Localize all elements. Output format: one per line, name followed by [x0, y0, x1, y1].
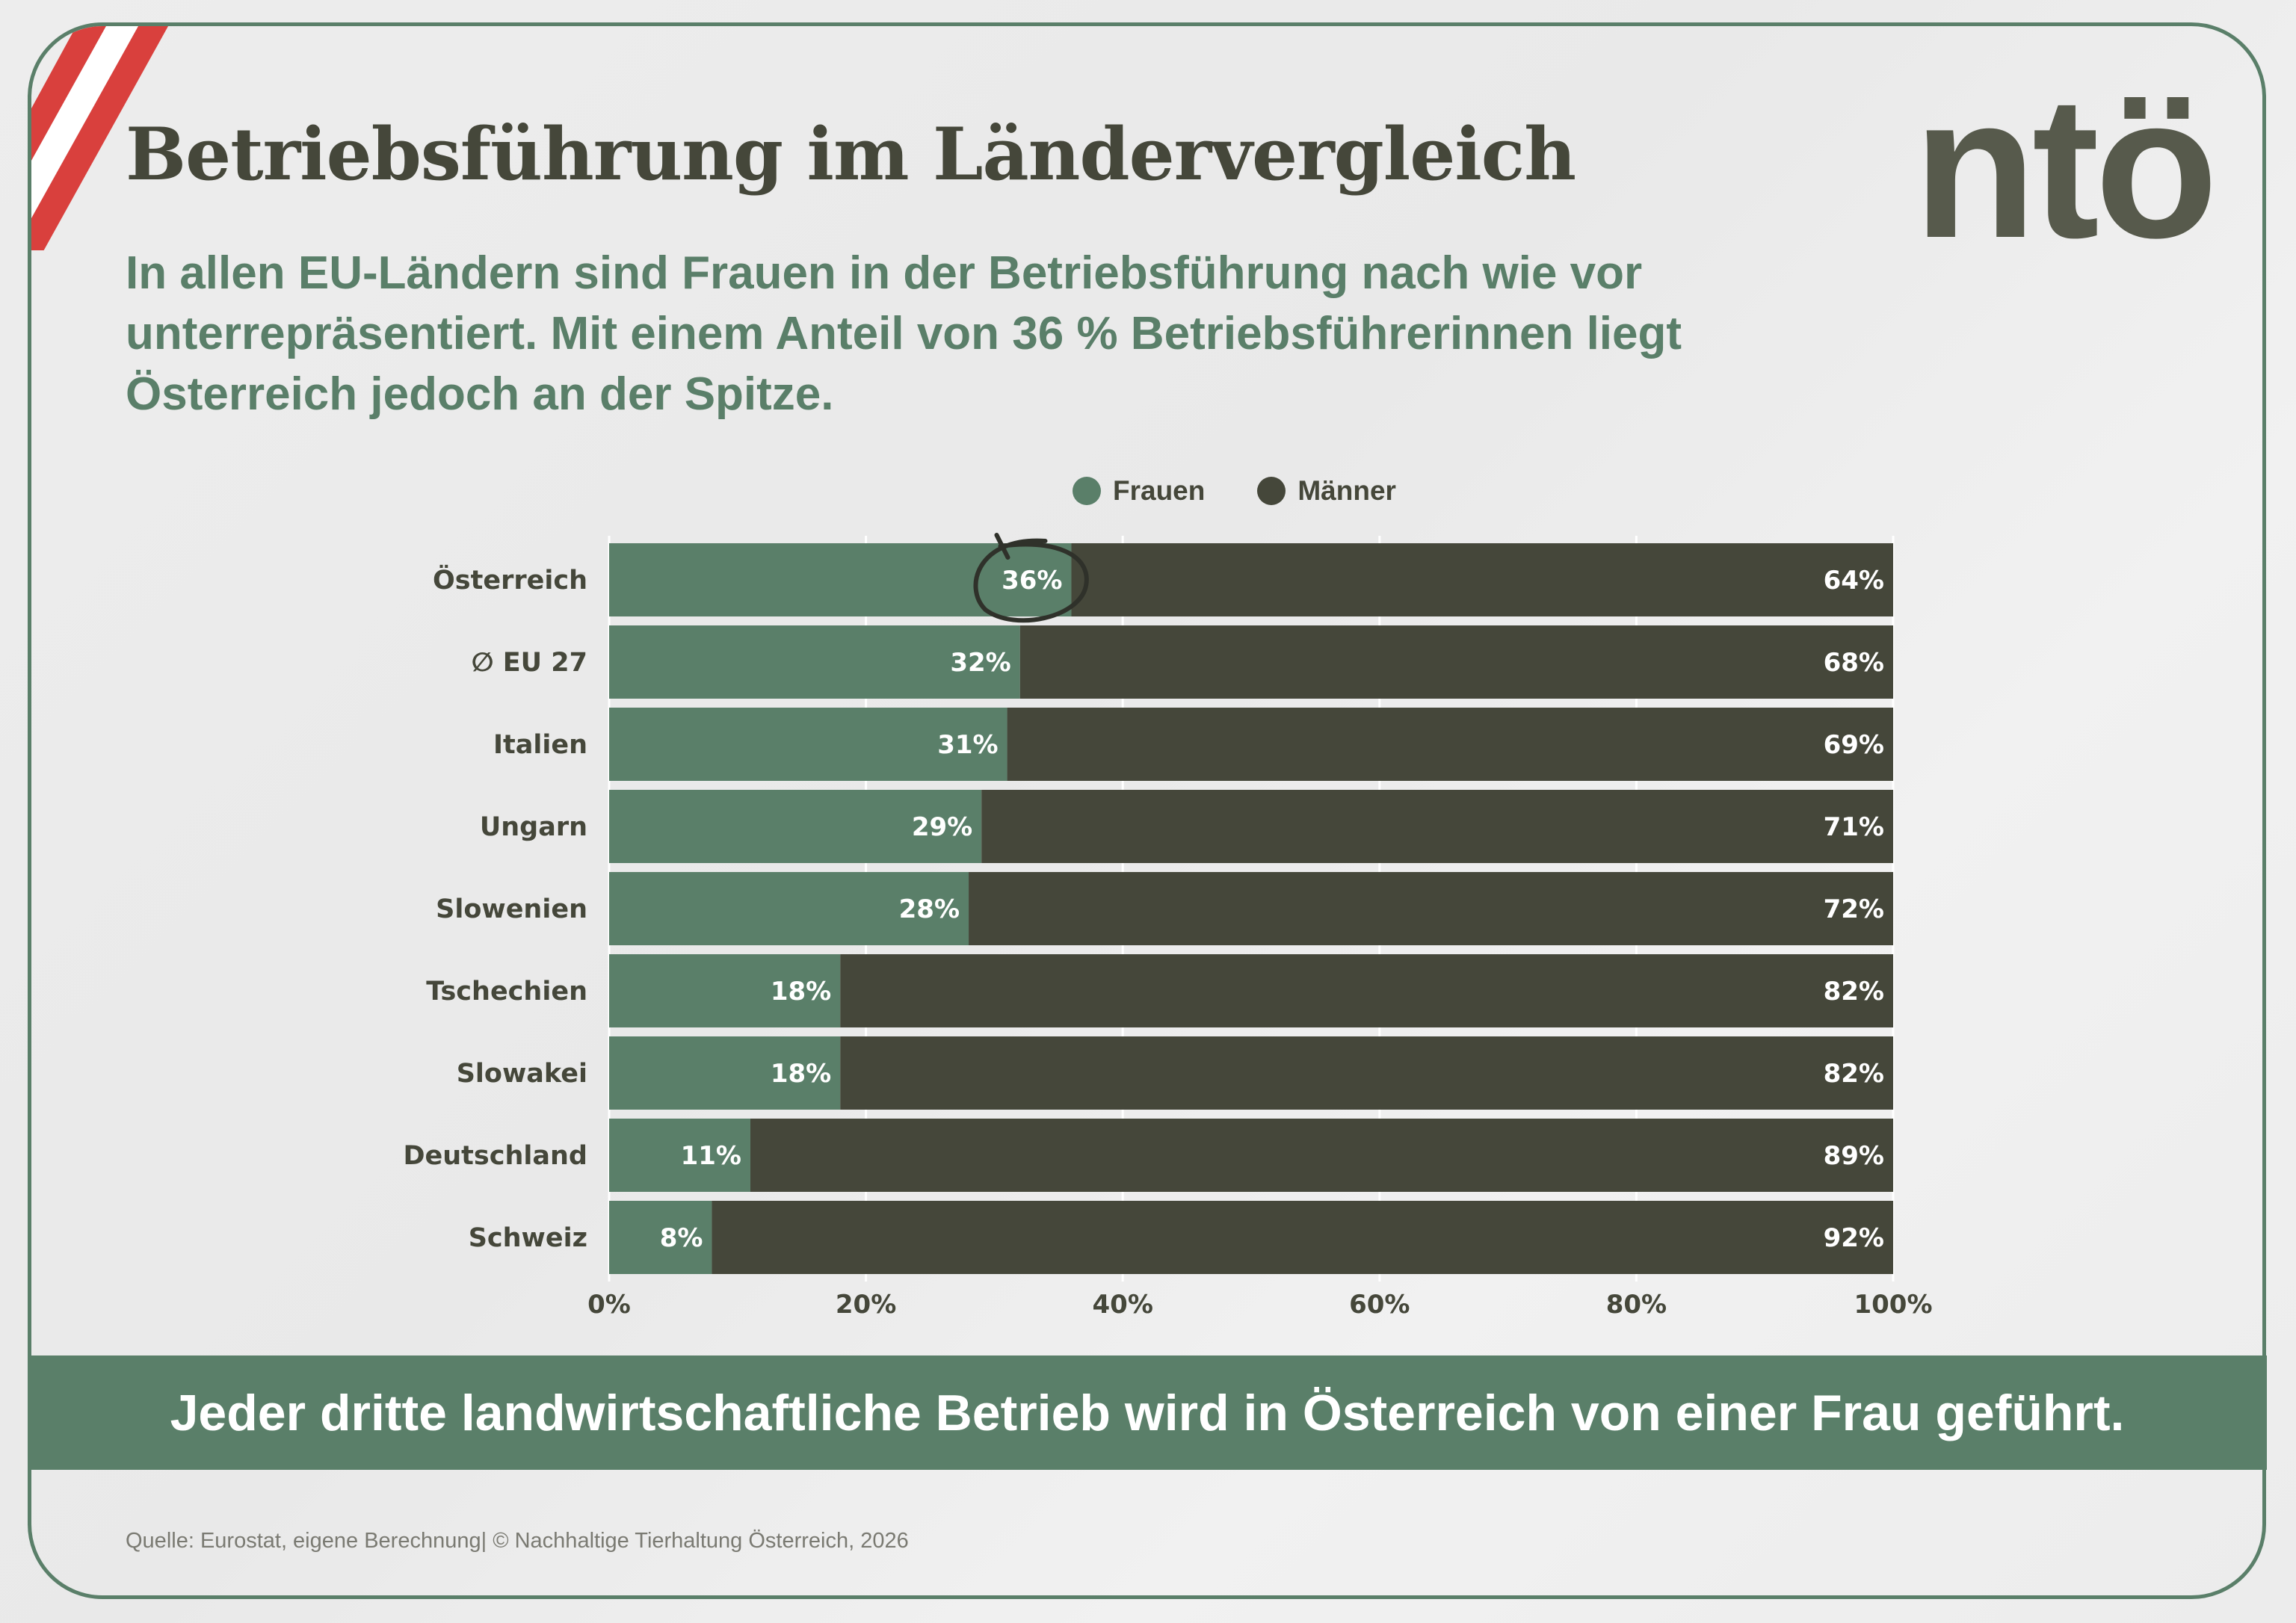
legend-item-maenner: Männer	[1257, 475, 1396, 507]
data-label: 92%	[1824, 1223, 1884, 1253]
data-label: 18%	[771, 977, 831, 1007]
category-label: Slowenien	[436, 894, 587, 924]
category-label: Schweiz	[469, 1223, 587, 1253]
data-label: 18%	[771, 1059, 831, 1089]
data-label: 69%	[1824, 730, 1884, 760]
category-label: Italien	[493, 730, 587, 760]
bar-frauen	[609, 1036, 841, 1110]
bar-frauen	[609, 708, 1007, 781]
bar-frauen	[609, 1119, 750, 1192]
legend-label: Männer	[1297, 475, 1396, 506]
x-tick-label: 20%	[836, 1290, 896, 1320]
card-frame	[28, 22, 2266, 1599]
austria-flag-ribbon	[31, 26, 168, 250]
bar-männer	[1019, 625, 1893, 699]
bar-frauen	[609, 954, 841, 1027]
source-footer: Quelle: Eurostat, eigene Berechnung| © N…	[126, 1529, 909, 1553]
bar-männer	[1007, 708, 1893, 781]
bar-männer	[969, 872, 1893, 945]
bar-männer	[840, 954, 1893, 1027]
legend-label: Frauen	[1113, 475, 1206, 506]
data-label: 32%	[950, 648, 1010, 678]
legend-swatch-maenner	[1257, 477, 1286, 505]
data-label: 64%	[1824, 566, 1884, 596]
x-tick-label: 80%	[1606, 1290, 1667, 1320]
subtitle: In allen EU-Ländern sind Frauen in der B…	[126, 247, 1682, 420]
category-label: ∅ EU 27	[472, 648, 587, 678]
bar-frauen	[609, 543, 1072, 616]
legend: Frauen Männer	[1073, 475, 1396, 507]
bar-männer	[712, 1201, 1894, 1274]
legend-swatch-frauen	[1073, 477, 1101, 505]
bar-frauen	[609, 872, 969, 945]
data-label: 29%	[912, 812, 972, 842]
data-label: 82%	[1824, 977, 1884, 1007]
annotation-circle	[973, 533, 1089, 623]
data-label: 11%	[681, 1141, 741, 1171]
data-label: 68%	[1824, 648, 1884, 678]
data-label: 72%	[1824, 894, 1884, 924]
bar-männer	[840, 1036, 1893, 1110]
bar-frauen	[609, 790, 982, 863]
x-tick-label: 100%	[1854, 1290, 1932, 1320]
category-label: Tschechien	[426, 977, 587, 1007]
data-label: 82%	[1824, 1059, 1884, 1089]
nto-logo: ntö	[1913, 55, 2218, 280]
data-label: 31%	[937, 730, 998, 760]
category-label: Slowakei	[457, 1059, 587, 1089]
stacked-bar-chart: 0% 20% 40% 60% 80% 100% Österreich 36% 64% ∅ EU 2…	[403, 533, 1933, 1320]
x-tick-label: 60%	[1349, 1290, 1410, 1320]
bar-männer	[1071, 543, 1893, 616]
data-label: 28%	[899, 894, 960, 924]
data-label: 89%	[1824, 1141, 1884, 1171]
bar-frauen	[609, 625, 1020, 699]
bar-männer	[981, 790, 1893, 863]
category-label: Österreich	[433, 564, 587, 596]
bar-frauen	[609, 1201, 712, 1274]
category-label: Ungarn	[480, 812, 587, 842]
bar-männer	[750, 1119, 1893, 1192]
data-label: 71%	[1824, 812, 1884, 842]
data-label: 36%	[1002, 566, 1062, 596]
key-message-banner: Jeder dritte landwirtschaftliche Betrieb…	[28, 1355, 2267, 1470]
page-title: Betriebsführung im Ländervergleich	[126, 112, 1576, 197]
banner-text: Jeder dritte landwirtschaftliche Betrieb…	[170, 1384, 2125, 1441]
category-label: Deutschland	[403, 1141, 587, 1171]
legend-item-frauen: Frauen	[1073, 475, 1205, 507]
x-tick-label: 0%	[587, 1290, 631, 1320]
x-tick-label: 40%	[1093, 1290, 1153, 1320]
data-label: 8%	[660, 1223, 703, 1253]
